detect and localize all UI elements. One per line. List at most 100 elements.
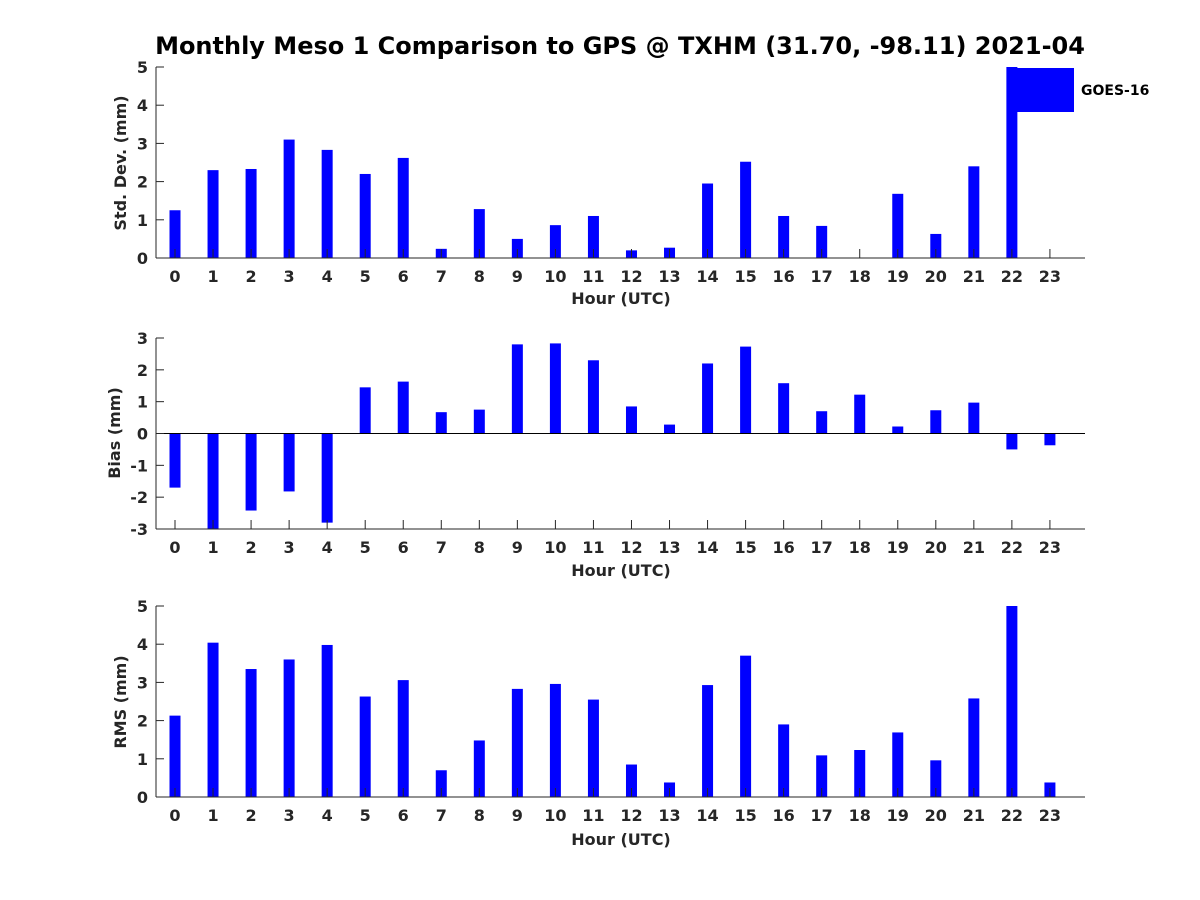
rms-ytick-label: 5: [137, 597, 148, 616]
bias-xtick-label: 2: [246, 538, 257, 557]
std-dev-xtick-label: 2: [246, 267, 257, 286]
rms-bar-4: [321, 644, 333, 797]
rms-bar-16: [778, 724, 790, 797]
rms-bar-12: [625, 764, 637, 797]
bias-bar-6: [397, 381, 409, 434]
bias-xtick-label: 0: [169, 538, 180, 557]
bias-xtick-label: 1: [207, 538, 218, 557]
bias-xtick-label: 23: [1039, 538, 1061, 557]
rms-bar-0: [169, 715, 181, 797]
std-dev-bar-22: [1006, 67, 1018, 258]
std-dev-bar-6: [397, 157, 409, 258]
bias-bar-14: [702, 363, 714, 434]
std-dev-xtick-label: 17: [811, 267, 833, 286]
std-dev-bar-4: [321, 149, 333, 258]
bias-xtick-label: 19: [887, 538, 909, 557]
bias-xtick-label: 9: [512, 538, 523, 557]
std-dev-bar-9: [511, 238, 523, 258]
legend-swatch: [1008, 68, 1074, 112]
std-dev-xtick-label: 23: [1039, 267, 1061, 286]
std-dev-xlabel: Hour (UTC): [571, 289, 671, 308]
bias-xtick-label: 5: [360, 538, 371, 557]
rms-ytick-label: 4: [137, 635, 148, 654]
rms-bar-20: [930, 760, 942, 797]
rms-xtick-label: 23: [1039, 806, 1061, 825]
std-dev-xtick-label: 0: [169, 267, 180, 286]
std-dev-xtick-label: 12: [620, 267, 642, 286]
rms-xtick-label: 14: [696, 806, 718, 825]
bias-ytick-label: -2: [130, 488, 148, 507]
rms-bar-19: [892, 732, 904, 797]
std-dev-xtick-label: 3: [284, 267, 295, 286]
bias-bar-0: [169, 433, 181, 488]
std-dev-xtick-label: 9: [512, 267, 523, 286]
rms-xtick-label: 9: [512, 806, 523, 825]
std-dev-ytick-label: 3: [137, 134, 148, 153]
bias-bar-11: [587, 360, 599, 434]
bias-ytick-label: 2: [137, 361, 148, 380]
std-dev-xtick-label: 16: [773, 267, 795, 286]
bias-bar-22: [1006, 433, 1018, 450]
std-dev-bar-2: [245, 168, 257, 258]
rms-bar-3: [283, 659, 295, 797]
bias-ytick-label: 0: [137, 425, 148, 444]
bias-bar-3: [283, 433, 295, 492]
bias-bar-15: [740, 346, 752, 434]
rms-bar-1: [207, 642, 219, 797]
std-dev-bar-19: [892, 193, 904, 258]
bias-xtick-label: 10: [544, 538, 566, 557]
rms-ytick-label: 1: [137, 750, 148, 769]
std-dev-xtick-label: 21: [963, 267, 985, 286]
bias-bar-5: [359, 387, 371, 434]
std-dev-xtick-label: 19: [887, 267, 909, 286]
bias-bar-1: [207, 433, 219, 529]
std-dev-ytick-label: 0: [137, 249, 148, 268]
bias-xtick-label: 22: [1001, 538, 1023, 557]
rms-bar-11: [587, 699, 599, 797]
std-dev-bar-17: [816, 225, 828, 258]
std-dev-xtick-label: 11: [582, 267, 604, 286]
std-dev-bar-20: [930, 233, 942, 258]
rms-xtick-label: 12: [620, 806, 642, 825]
bias-bar-12: [625, 406, 637, 434]
bias-xtick-label: 6: [398, 538, 409, 557]
bias-bar-20: [930, 410, 942, 434]
rms-xtick-label: 13: [658, 806, 680, 825]
rms-xtick-label: 1: [207, 806, 218, 825]
rms-xtick-label: 17: [811, 806, 833, 825]
rms-xtick-label: 4: [322, 806, 333, 825]
bias-xtick-label: 11: [582, 538, 604, 557]
bias-ylabel: Bias (mm): [105, 387, 124, 479]
bias-bar-8: [473, 409, 485, 434]
chart-title: Monthly Meso 1 Comparison to GPS @ TXHM …: [155, 32, 1085, 60]
rms-xtick-label: 3: [284, 806, 295, 825]
rms-bar-18: [854, 750, 866, 797]
rms-bar-14: [702, 685, 714, 797]
rms-bar-8: [473, 740, 485, 797]
bias-bar-17: [816, 411, 828, 434]
std-dev-bar-11: [587, 215, 599, 258]
bias-xtick-label: 3: [284, 538, 295, 557]
std-dev-xtick-label: 7: [436, 267, 447, 286]
bias-xtick-label: 20: [925, 538, 947, 557]
legend: GOES-16: [1008, 68, 1149, 112]
std-dev-bar-21: [968, 166, 980, 258]
std-dev-bar-8: [473, 209, 485, 258]
bias-xtick-label: 7: [436, 538, 447, 557]
bias-bar-13: [664, 424, 676, 434]
bias-xtick-label: 17: [811, 538, 833, 557]
std-dev-xtick-label: 20: [925, 267, 947, 286]
rms-xtick-label: 22: [1001, 806, 1023, 825]
std-dev-xtick-label: 4: [322, 267, 333, 286]
rms-bar-2: [245, 669, 257, 797]
rms-xtick-label: 21: [963, 806, 985, 825]
rms-bar-9: [511, 688, 523, 797]
bias-xtick-label: 16: [773, 538, 795, 557]
rms-xtick-label: 2: [246, 806, 257, 825]
rms-xtick-label: 18: [849, 806, 871, 825]
rms-xtick-label: 7: [436, 806, 447, 825]
